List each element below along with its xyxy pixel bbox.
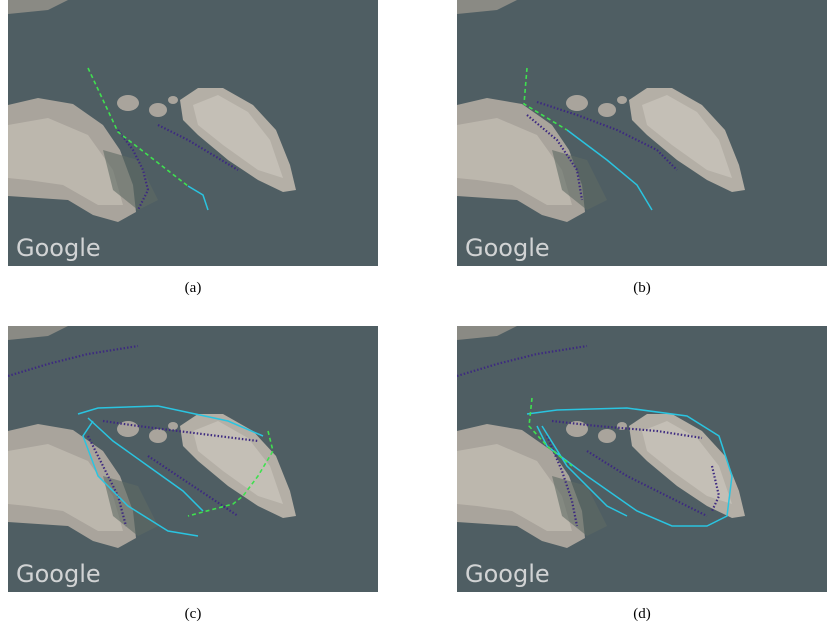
purple-detections bbox=[117, 124, 239, 211]
panel-caption: (b) bbox=[633, 280, 651, 296]
satellite-map bbox=[457, 0, 827, 266]
map-panel: Google (b) bbox=[457, 0, 827, 296]
map-panel: Google (d) bbox=[457, 326, 827, 622]
satellite-map bbox=[8, 0, 378, 266]
google-watermark: Google bbox=[465, 560, 550, 588]
map-image: Google bbox=[457, 0, 827, 266]
green-track bbox=[528, 397, 573, 467]
cyan-track bbox=[187, 185, 209, 211]
panel-caption: (d) bbox=[633, 606, 651, 622]
panel-caption: (a) bbox=[185, 280, 202, 296]
map-panel: Google (c) bbox=[8, 326, 378, 622]
green-track bbox=[87, 67, 189, 187]
green-track bbox=[187, 430, 274, 517]
map-panel: Google (a) bbox=[8, 0, 378, 296]
purple-detections bbox=[526, 100, 678, 201]
cyan-track bbox=[526, 407, 733, 527]
satellite-map bbox=[457, 326, 827, 592]
google-watermark: Google bbox=[16, 560, 101, 588]
cyan-track bbox=[77, 405, 264, 537]
google-watermark: Google bbox=[465, 234, 550, 262]
green-track bbox=[523, 67, 568, 131]
cyan-track bbox=[566, 129, 653, 211]
satellite-map bbox=[8, 326, 378, 592]
purple-detections bbox=[457, 344, 721, 527]
google-watermark: Google bbox=[16, 234, 101, 262]
map-image: Google bbox=[457, 326, 827, 592]
map-image: Google bbox=[8, 0, 378, 266]
map-image: Google bbox=[8, 326, 378, 592]
panel-caption: (c) bbox=[185, 606, 202, 622]
